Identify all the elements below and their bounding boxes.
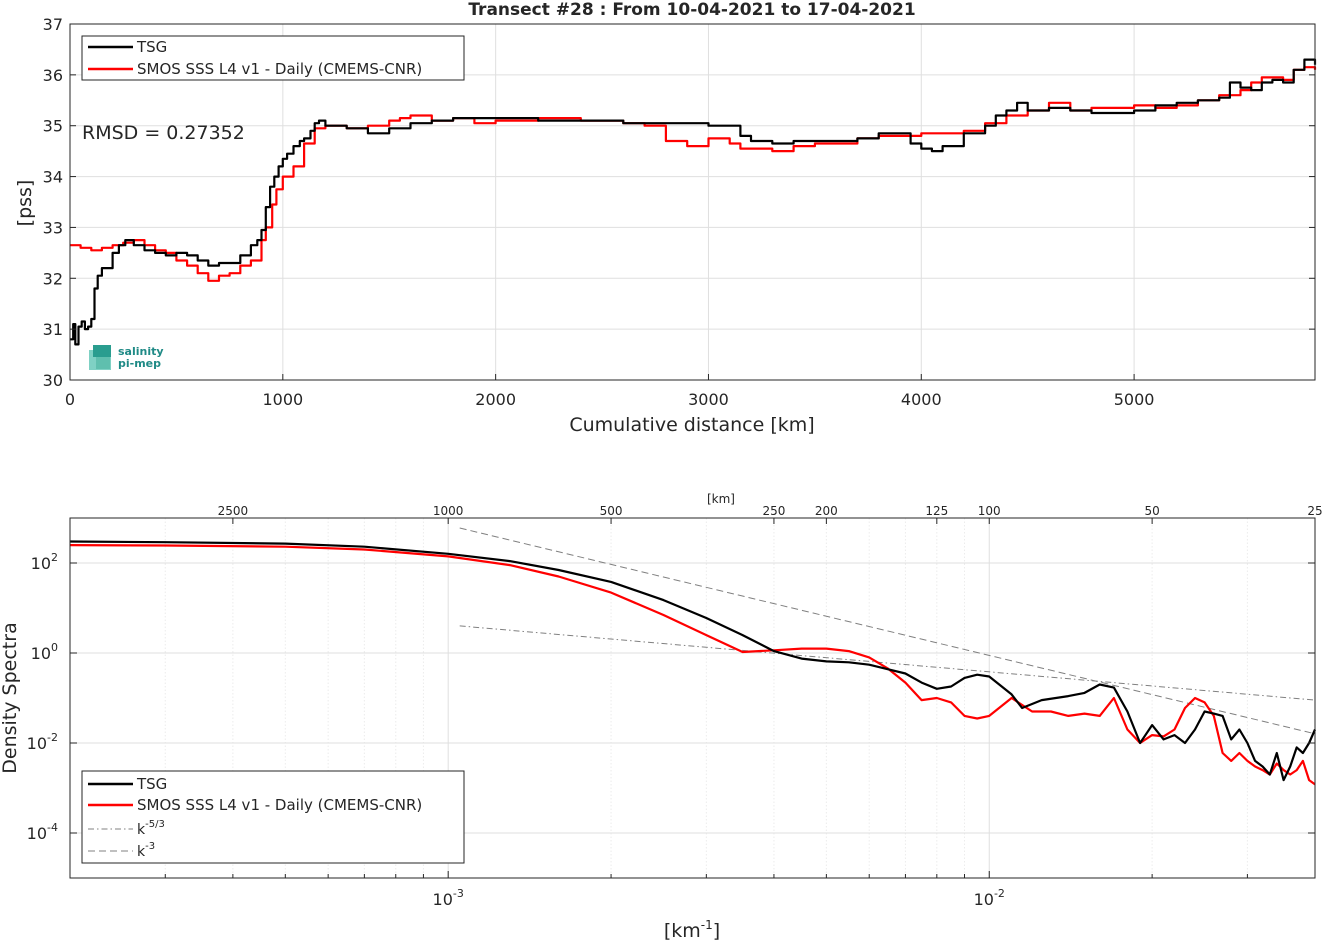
salinity-chart-title: Transect #28 : From 10-04-2021 to 17-04-… (468, 0, 915, 20)
spectra-y-tick-label: 10-4 (27, 821, 58, 843)
salinity-x-tick-label: 5000 (1114, 390, 1155, 409)
spectra-top-tick-label: 100 (978, 504, 1001, 518)
salinity-y-tick-label: 30 (43, 371, 63, 390)
spectra-y-tick-label: 100 (31, 641, 58, 663)
salinity-x-tick-label: 0 (65, 390, 75, 409)
salinity-x-tick-label: 1000 (262, 390, 303, 409)
spectra-top-tick-label: 125 (925, 504, 948, 518)
spectra-chart: 10-4 10-2 100 102 10-3 10-2 2500 1000 500 250 200 1… (0, 492, 1323, 942)
salinity-y-axis-label: [pss] (14, 180, 36, 227)
salinity-series (70, 58, 1317, 346)
legend-label-k53: k-5/3 (137, 819, 165, 838)
salinity-legend: TSG SMOS SSS L4 v1 - Daily (CMEMS-CNR) (81, 35, 465, 81)
salinity-y-tick-label: 36 (43, 66, 63, 85)
salinity-grid (70, 23, 1315, 381)
salinity-y-tick-label: 33 (43, 218, 63, 237)
salinity-y-tick-label: 34 (43, 168, 63, 187)
salinity-x-tick-label: 4000 (901, 390, 942, 409)
spectra-grid (70, 518, 1315, 878)
salinity-y-tick-label: 31 (43, 320, 63, 339)
spectra-series (69, 527, 1317, 786)
spectra-top-tick-label: 500 (600, 504, 623, 518)
spectra-line-k3 (459, 527, 1316, 735)
spectra-top-tick-label: 50 (1144, 504, 1159, 518)
spectra-top-tick-label: 2500 (218, 504, 249, 518)
salinity-x-tick-label: 3000 (688, 390, 729, 409)
spectra-y-tick-label: 102 (31, 551, 58, 573)
spectra-x-tick-label: 10-3 (433, 887, 464, 909)
spectra-line-smos (69, 543, 1316, 786)
spectra-top-tick-label: 25 (1307, 504, 1322, 518)
salinity-x-tick-label: 2000 (475, 390, 516, 409)
spectra-top-tick-label: 1000 (433, 504, 464, 518)
salinity-line-tsg (70, 58, 1317, 346)
salinity-plot-frame (69, 23, 1316, 381)
spectra-y-tick-label: 10-2 (27, 731, 58, 753)
spectra-top-axis-label: [km] (707, 492, 735, 506)
salinity-y-tick-label: 37 (43, 15, 63, 34)
spectra-legend: TSG SMOS SSS L4 v1 - Daily (CMEMS-CNR) k… (81, 770, 465, 864)
spectra-x-label-end: ] (713, 920, 720, 942)
svg-text:pi-mep: pi-mep (118, 357, 161, 370)
spectra-plot-frame (69, 517, 1316, 879)
spectra-line-tsg (69, 540, 1317, 782)
salinity-pi-mep-logo: salinity pi-mep (89, 345, 164, 370)
salinity-ticks: 0 1000 2000 3000 4000 5000 30 31 32 33 34 35 36 37 (43, 15, 1315, 409)
spectra-x-label-exp: -1 (701, 918, 713, 932)
spectra-y-axis-label: Density Spectra (0, 622, 21, 773)
spectra-x-label-base: [km (664, 920, 701, 942)
spectra-x-axis-label: [km-1] (664, 918, 720, 942)
spectra-top-tick-label: 200 (815, 504, 838, 518)
salinity-chart: 0 1000 2000 3000 4000 5000 30 31 32 33 34 35 36 37 Tr… (14, 0, 1317, 436)
spectra-top-tick-label: 250 (762, 504, 785, 518)
svg-text:salinity: salinity (118, 345, 164, 358)
legend-label-smos: SMOS SSS L4 v1 - Daily (CMEMS-CNR) (137, 796, 422, 814)
spectra-x-tick-label: 10-2 (974, 887, 1005, 909)
legend-label-tsg: TSG (136, 775, 167, 793)
rmsd-annotation: RMSD = 0.27352 (82, 122, 245, 144)
spectra-ticks: 10-4 10-2 100 102 10-3 10-2 2500 1000 500 250 200 1… (27, 504, 1323, 909)
legend-label-tsg: TSG (136, 38, 167, 56)
salinity-line-smos (70, 66, 1317, 282)
salinity-y-tick-label: 32 (43, 269, 63, 288)
legend-label-smos: SMOS SSS L4 v1 - Daily (CMEMS-CNR) (137, 60, 422, 78)
salinity-y-tick-label: 35 (43, 117, 63, 136)
salinity-x-axis-label: Cumulative distance [km] (569, 414, 814, 436)
legend-label-k3: k-3 (137, 841, 155, 860)
